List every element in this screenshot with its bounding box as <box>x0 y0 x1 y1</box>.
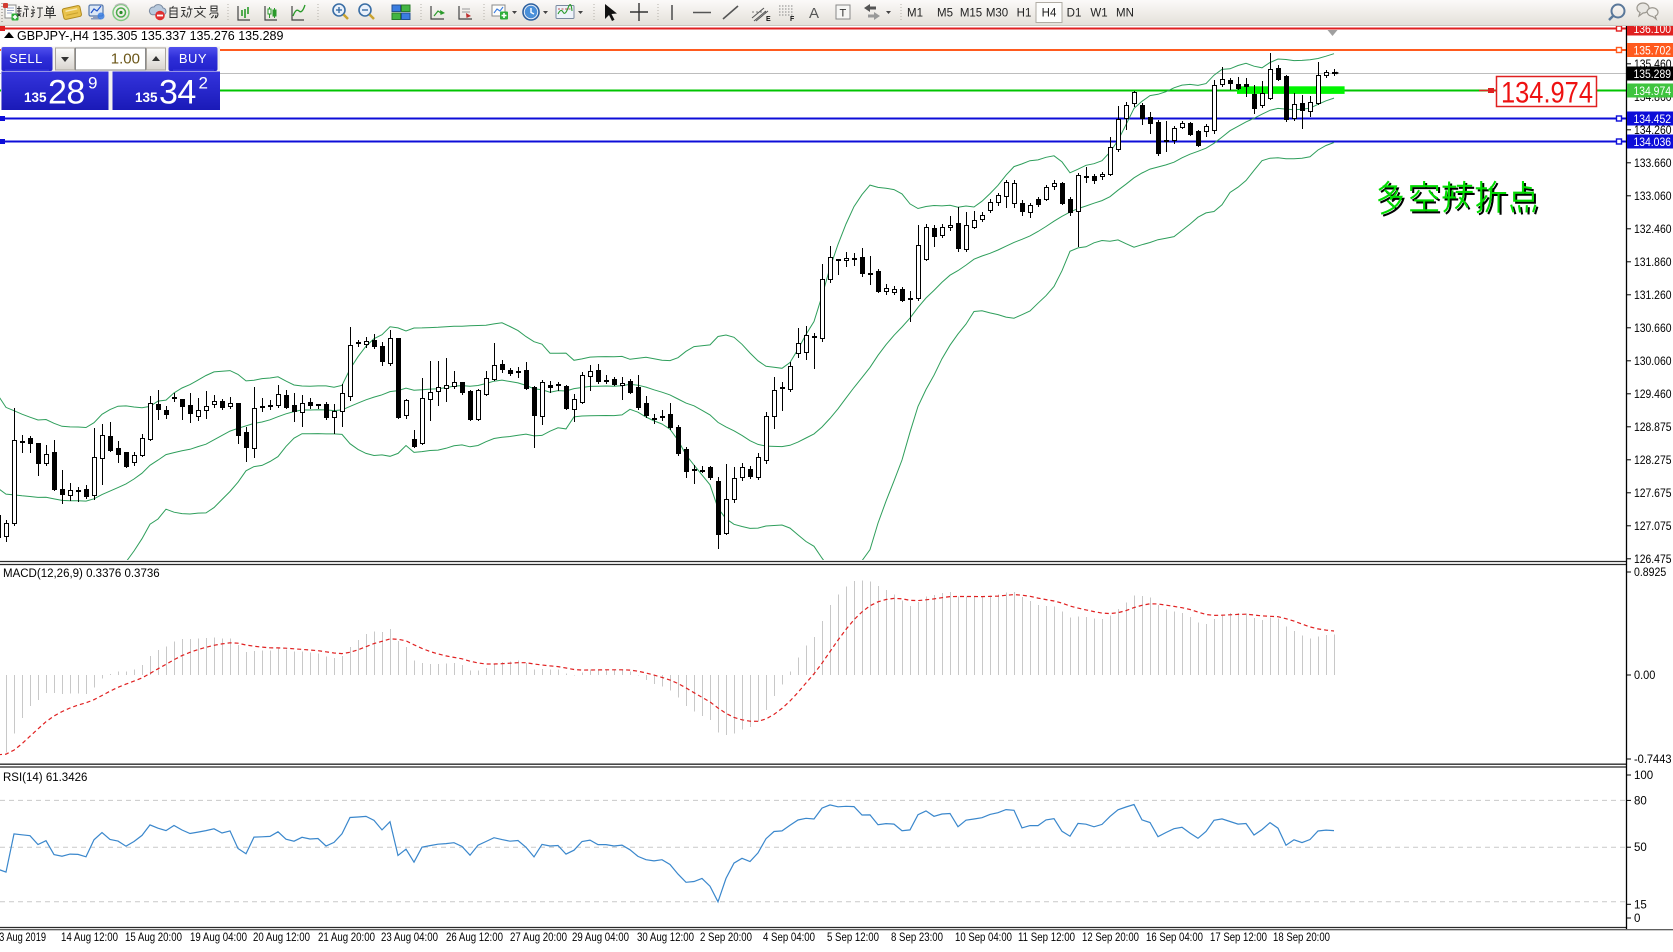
svg-text:RSI(14) 61.3426: RSI(14) 61.3426 <box>3 772 87 784</box>
svg-text:131.260: 131.260 <box>1634 290 1672 302</box>
svg-text:17 Sep 12:00: 17 Sep 12:00 <box>1210 932 1267 944</box>
svg-text:BUY: BUY <box>179 51 207 66</box>
svg-text:E: E <box>766 16 771 23</box>
svg-text:130.660: 130.660 <box>1634 323 1672 335</box>
svg-text:18 Sep 20:00: 18 Sep 20:00 <box>1273 932 1330 944</box>
svg-text:128.275: 128.275 <box>1634 455 1672 467</box>
svg-text:19 Aug 04:00: 19 Aug 04:00 <box>190 932 247 944</box>
svg-text:130.060: 130.060 <box>1634 356 1672 368</box>
svg-text:26 Aug 12:00: 26 Aug 12:00 <box>446 932 503 944</box>
svg-text:29 Aug 04:00: 29 Aug 04:00 <box>572 932 629 944</box>
svg-text:2: 2 <box>199 74 208 93</box>
svg-text:20 Aug 12:00: 20 Aug 12:00 <box>253 932 310 944</box>
svg-text:9: 9 <box>88 74 97 93</box>
svg-text:23 Aug 04:00: 23 Aug 04:00 <box>381 932 438 944</box>
svg-text:134.974: 134.974 <box>1501 77 1593 110</box>
svg-text:12 Sep 20:00: 12 Sep 20:00 <box>1082 932 1139 944</box>
svg-text:2 Sep 20:00: 2 Sep 20:00 <box>700 932 752 944</box>
svg-text:134.974: 134.974 <box>1634 86 1672 98</box>
svg-text:M30: M30 <box>986 8 1008 20</box>
svg-text:135.702: 135.702 <box>1634 46 1672 58</box>
svg-text:132.460: 132.460 <box>1634 224 1672 236</box>
svg-text:T: T <box>840 8 847 20</box>
svg-text:133.660: 133.660 <box>1634 158 1672 170</box>
svg-text:134.452: 134.452 <box>1634 114 1672 126</box>
svg-text:H4: H4 <box>1042 8 1057 20</box>
svg-text:50: 50 <box>1634 842 1647 854</box>
svg-text:0.8925: 0.8925 <box>1634 567 1666 579</box>
svg-text:D1: D1 <box>1067 8 1082 20</box>
svg-text:M5: M5 <box>937 8 953 20</box>
svg-text:136.100: 136.100 <box>1634 24 1672 36</box>
svg-text:28: 28 <box>48 74 85 112</box>
svg-text:MN: MN <box>1116 8 1134 20</box>
svg-text:M15: M15 <box>960 8 982 20</box>
svg-text:W1: W1 <box>1090 8 1107 20</box>
svg-text:14 Aug 12:00: 14 Aug 12:00 <box>61 932 118 944</box>
svg-text:80: 80 <box>1634 795 1647 807</box>
svg-text:8 Sep 23:00: 8 Sep 23:00 <box>891 932 943 944</box>
svg-text:129.460: 129.460 <box>1634 389 1672 401</box>
svg-text:F: F <box>790 16 795 23</box>
svg-text:131.860: 131.860 <box>1634 257 1672 269</box>
svg-text:H1: H1 <box>1017 8 1032 20</box>
svg-text:SELL: SELL <box>9 51 43 66</box>
svg-text:0.00: 0.00 <box>1634 670 1655 682</box>
svg-text:134.260: 134.260 <box>1634 125 1672 137</box>
svg-text:135.289: 135.289 <box>1634 69 1672 81</box>
svg-text:4 Sep 04:00: 4 Sep 04:00 <box>763 932 815 944</box>
svg-text:5 Sep 12:00: 5 Sep 12:00 <box>827 932 879 944</box>
svg-text:0: 0 <box>1634 913 1640 925</box>
svg-text:13 Aug 2019: 13 Aug 2019 <box>0 932 46 944</box>
svg-text:11 Sep 12:00: 11 Sep 12:00 <box>1018 932 1075 944</box>
svg-text:A: A <box>809 5 819 22</box>
svg-text:134.036: 134.036 <box>1634 137 1672 149</box>
svg-text:135: 135 <box>135 90 158 105</box>
svg-text:15 Aug 20:00: 15 Aug 20:00 <box>125 932 182 944</box>
svg-text:21 Aug 20:00: 21 Aug 20:00 <box>318 932 375 944</box>
svg-text:34: 34 <box>159 74 196 112</box>
svg-text:100: 100 <box>1634 770 1653 782</box>
svg-text:133.060: 133.060 <box>1634 191 1672 203</box>
svg-text:27 Aug 20:00: 27 Aug 20:00 <box>510 932 567 944</box>
svg-text:M1: M1 <box>907 8 923 20</box>
svg-text:-0.7443: -0.7443 <box>1634 754 1672 766</box>
svg-text:MACD(12,26,9) 0.3376 0.3736: MACD(12,26,9) 0.3376 0.3736 <box>3 568 160 580</box>
svg-text:126.475: 126.475 <box>1634 554 1672 566</box>
svg-text:10 Sep 04:00: 10 Sep 04:00 <box>955 932 1012 944</box>
svg-text:15: 15 <box>1634 899 1647 911</box>
svg-text:1.00: 1.00 <box>111 51 140 68</box>
svg-text:128.875: 128.875 <box>1634 422 1672 434</box>
svg-text:127.675: 127.675 <box>1634 488 1672 500</box>
svg-text:127.075: 127.075 <box>1634 521 1672 533</box>
svg-text:30 Aug 12:00: 30 Aug 12:00 <box>637 932 694 944</box>
svg-text:GBPJPY-,H4 135.305 135.337 13: GBPJPY-,H4 135.305 135.337 135.276 135.2… <box>17 29 283 43</box>
svg-text:135: 135 <box>24 90 47 105</box>
svg-text:16 Sep 04:00: 16 Sep 04:00 <box>1146 932 1203 944</box>
